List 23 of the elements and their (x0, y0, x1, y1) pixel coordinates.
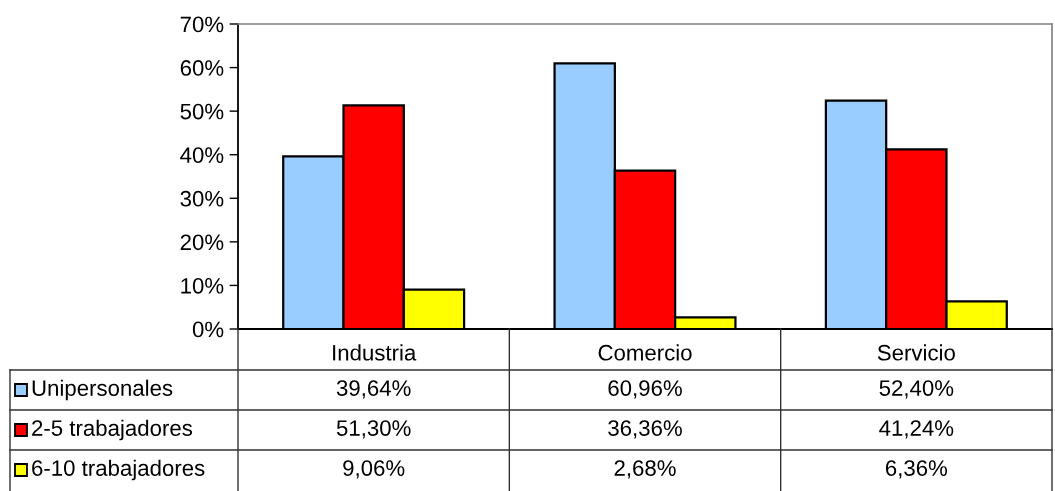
legend-label: Unipersonales (32, 379, 173, 401)
data-label: 36,36% (608, 420, 682, 439)
legend-label: 2-5 trabajadores (32, 419, 193, 441)
y-tick-label: 0% (192, 321, 224, 338)
y-tick-label: 20% (180, 234, 224, 251)
data-label: 52,40% (879, 380, 954, 399)
y-tick-label: 30% (180, 190, 224, 207)
data-label: 39,64% (336, 380, 411, 399)
y-tick-label: 60% (180, 60, 224, 76)
x-tick-label: Servicio (877, 344, 955, 361)
data-label: 9,06% (343, 460, 405, 479)
legend-label: 6-10 trabajadores (32, 459, 205, 481)
y-tick-label: 70% (180, 16, 224, 33)
x-tick-label: Industria (333, 344, 417, 361)
y-tick-label: 10% (181, 277, 224, 294)
data-label: 2,68% (614, 460, 676, 479)
data-label: 60,96% (608, 380, 682, 399)
data-label: 6,36% (885, 460, 948, 479)
data-label: 51,30% (336, 420, 411, 439)
y-tick-label: 50% (180, 103, 224, 120)
data-label: 41,24% (879, 420, 954, 439)
x-tick-label: Comercio (598, 344, 692, 361)
y-tick-label: 40% (180, 147, 224, 163)
